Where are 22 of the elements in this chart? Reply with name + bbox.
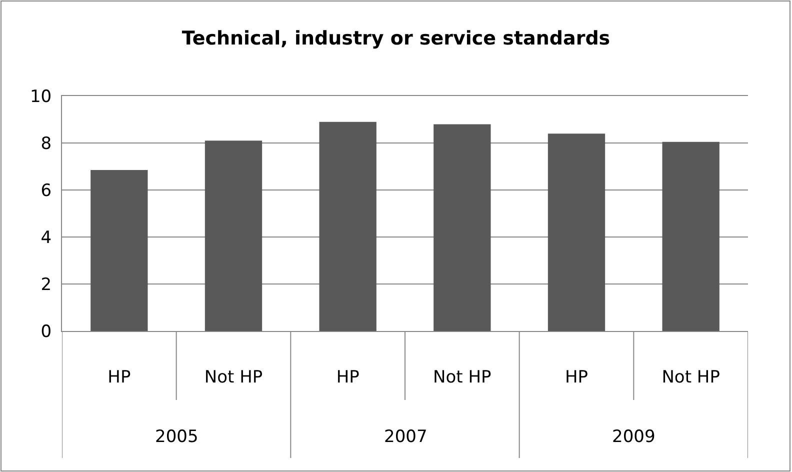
bar [548,134,606,331]
bar [90,170,148,331]
text: 2009 [612,427,656,447]
chart-title: Technical, industry or service standards [182,28,610,50]
x-tick-label: HP [336,367,360,388]
bar [319,122,376,331]
text: 2007 [384,427,428,447]
x-tick-label: Not HP [204,367,263,388]
y-tick-label: 4 [40,228,52,248]
y-tick-label: 10 [30,86,52,107]
y-tick-label: 0 [40,322,52,342]
bar [434,124,491,331]
x-tick-label: HP [564,367,588,388]
x-tick-label: HP [108,367,131,388]
x-tick-label: Not HP [433,367,492,388]
x-tick-label: Not HP [662,367,720,388]
bar [662,142,720,331]
text: 2005 [155,427,198,447]
y-tick-label: 2 [40,274,52,295]
y-tick-label: 8 [40,134,52,154]
y-tick-label: 6 [40,180,52,201]
bar [204,140,262,331]
